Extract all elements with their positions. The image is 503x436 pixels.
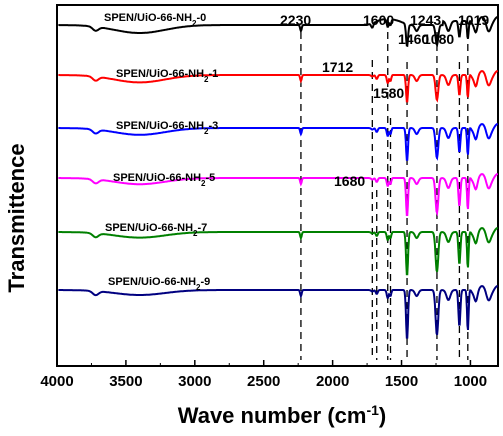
plot-border — [56, 4, 499, 367]
plot-frame — [56, 4, 499, 367]
series-line-7 — [58, 227, 498, 276]
peak-label: 1019 — [458, 12, 489, 28]
peak-label: 1600 — [363, 12, 394, 28]
peak-label: 1580 — [373, 85, 404, 101]
x-axis-title: Wave number (cm-1) — [178, 402, 386, 428]
series-label: SPEN/UiO-66-NH2-7 — [105, 222, 207, 238]
x-tick-label: 3500 — [109, 373, 142, 390]
series-line-0 — [58, 16, 498, 48]
x-tick-label: 3000 — [178, 373, 211, 390]
series-label: SPEN/UiO-66-NH2-3 — [116, 120, 218, 136]
x-tick-label: 1500 — [385, 373, 418, 390]
reference-lines — [300, 32, 469, 360]
peak-label: 1460 — [398, 31, 429, 47]
series-label: SPEN/UiO-66-NH2-1 — [116, 68, 218, 84]
series-line-9 — [58, 285, 498, 339]
series-label: SPEN/UiO-66-NH2-9 — [108, 276, 210, 292]
peak-label: 1243 — [410, 12, 441, 28]
series-labels: SPEN/UiO-66-NH2-0 SPEN/UiO-66-NH2-1 SPEN/U… — [104, 12, 218, 292]
spectra-series — [58, 16, 498, 339]
series-label: SPEN/UiO-66-NH2-5 — [113, 172, 215, 188]
x-axis: 4000 3500 3000 2500 2000 1500 1000 — [40, 360, 487, 390]
peak-label: 1680 — [334, 173, 365, 189]
series-line-5 — [58, 173, 498, 217]
peak-label: 1080 — [423, 31, 454, 47]
x-tick-label: 2000 — [316, 373, 349, 390]
x-tick-label: 4000 — [40, 373, 73, 390]
y-axis-title: Transmittence — [4, 143, 29, 292]
peak-label: 2230 — [280, 12, 311, 28]
x-tick-label: 2500 — [247, 373, 280, 390]
x-tick-label: 1000 — [454, 373, 487, 390]
series-line-3 — [58, 123, 498, 161]
series-line-1 — [58, 70, 498, 103]
series-label: SPEN/UiO-66-NH2-0 — [104, 12, 206, 28]
peak-label: 1712 — [322, 59, 353, 75]
